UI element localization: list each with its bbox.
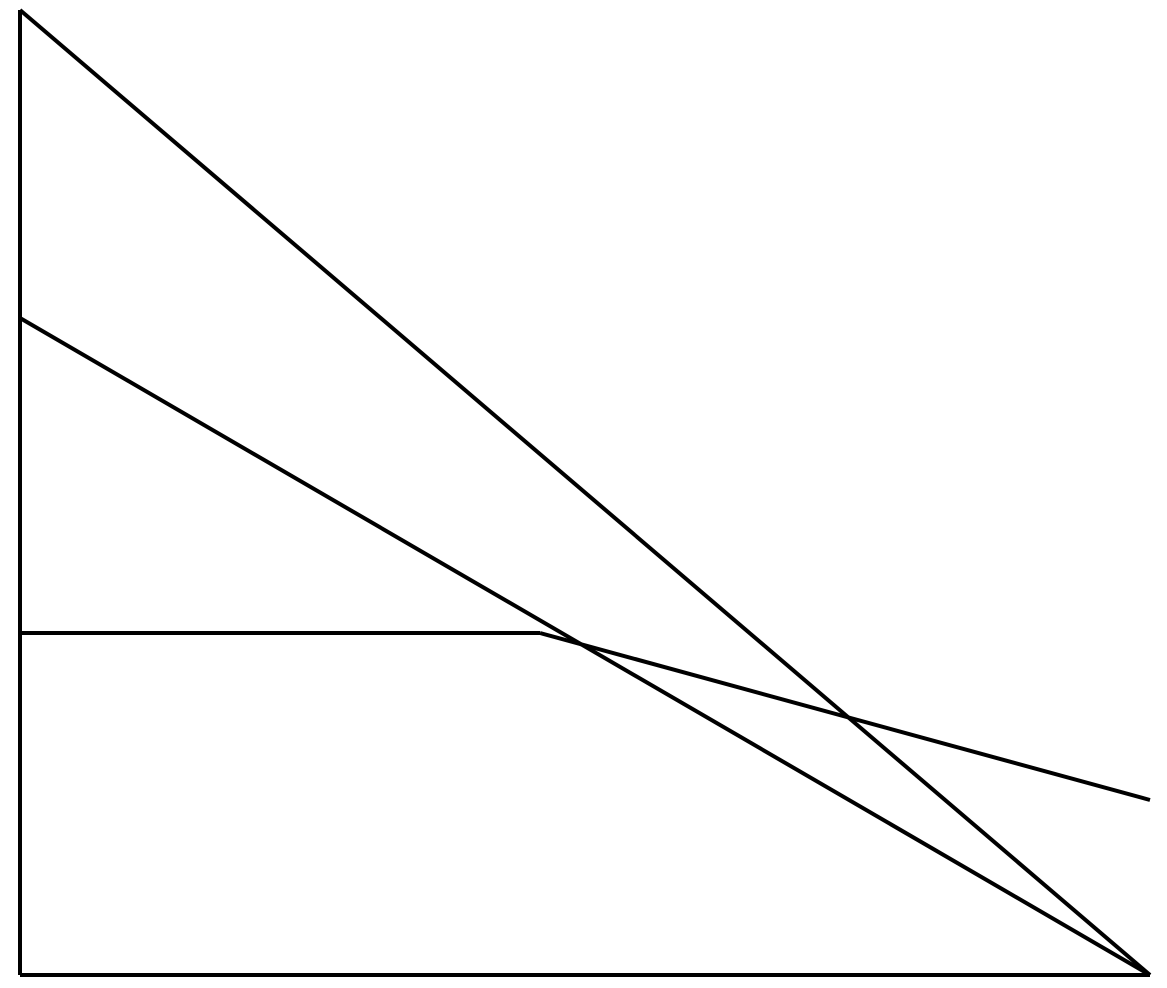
segment-center_node-to-right_hit <box>540 633 1150 800</box>
geometric-diagram <box>0 0 1167 988</box>
segment-top_left-to-bottom_right <box>20 10 1150 975</box>
